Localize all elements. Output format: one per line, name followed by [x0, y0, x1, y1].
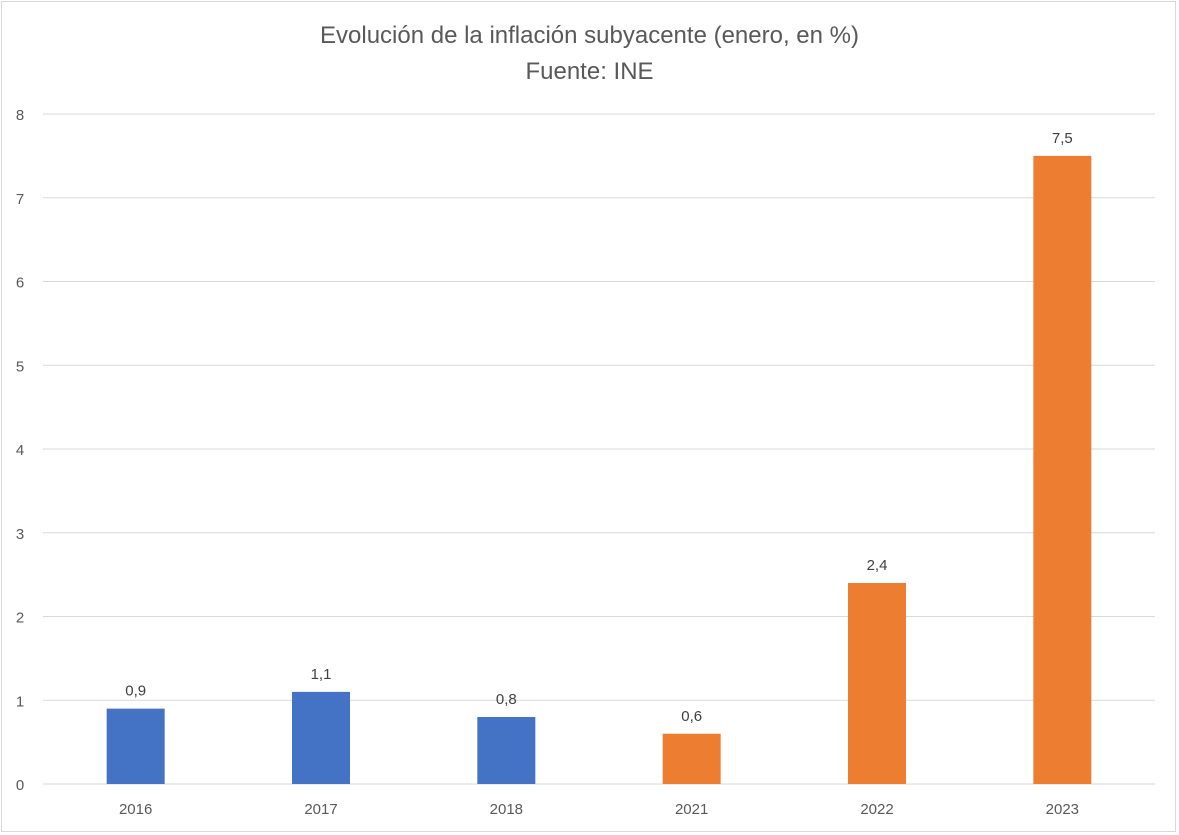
- x-tick-label: 2023: [1046, 801, 1079, 818]
- y-tick-label: 4: [16, 442, 24, 459]
- data-label: 0,9: [125, 683, 146, 700]
- y-tick-label: 8: [16, 107, 24, 124]
- y-tick-label: 7: [16, 191, 24, 208]
- data-label: 2,4: [867, 557, 888, 574]
- bar-2022: [848, 583, 906, 784]
- x-tick-label: 2016: [119, 801, 152, 818]
- data-label: 1,1: [311, 666, 332, 683]
- y-tick-label: 2: [16, 610, 24, 627]
- y-tick-label: 3: [16, 526, 24, 543]
- x-tick-label: 2022: [860, 801, 893, 818]
- data-label: 0,6: [681, 708, 702, 725]
- bar-2018: [477, 717, 536, 784]
- y-tick-label: 0: [16, 777, 24, 794]
- y-tick-label: 1: [16, 693, 24, 710]
- chart-subtitle: Fuente: INE: [525, 58, 654, 85]
- x-tick-label: 2017: [304, 801, 337, 818]
- x-tick-label: 2021: [675, 801, 708, 818]
- bar-2023: [1033, 155, 1092, 784]
- data-label: 7,5: [1052, 130, 1073, 147]
- chart-title: Evolución de la inflación subyacente (en…: [320, 22, 859, 49]
- data-label: 0,8: [496, 691, 517, 708]
- x-tick-label: 2018: [490, 801, 523, 818]
- y-tick-label: 6: [16, 275, 24, 292]
- bar-2016: [106, 708, 165, 784]
- y-tick-label: 5: [16, 358, 24, 375]
- bar-2021: [662, 733, 721, 784]
- bar-2017: [292, 691, 350, 784]
